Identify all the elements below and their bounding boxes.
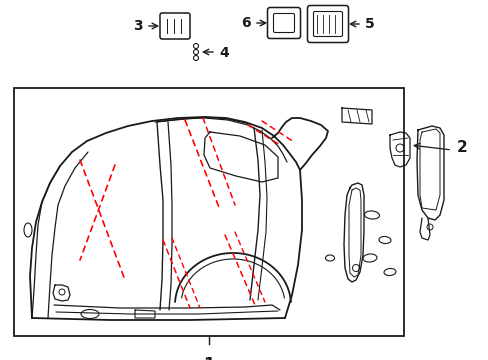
Text: 4: 4: [219, 46, 228, 60]
Bar: [14, 88, 403, 336]
Text: 2: 2: [456, 140, 467, 156]
Text: 5: 5: [364, 17, 374, 31]
Text: 6: 6: [241, 16, 250, 30]
Text: 1: 1: [203, 356, 214, 360]
Text: 3: 3: [133, 19, 142, 33]
